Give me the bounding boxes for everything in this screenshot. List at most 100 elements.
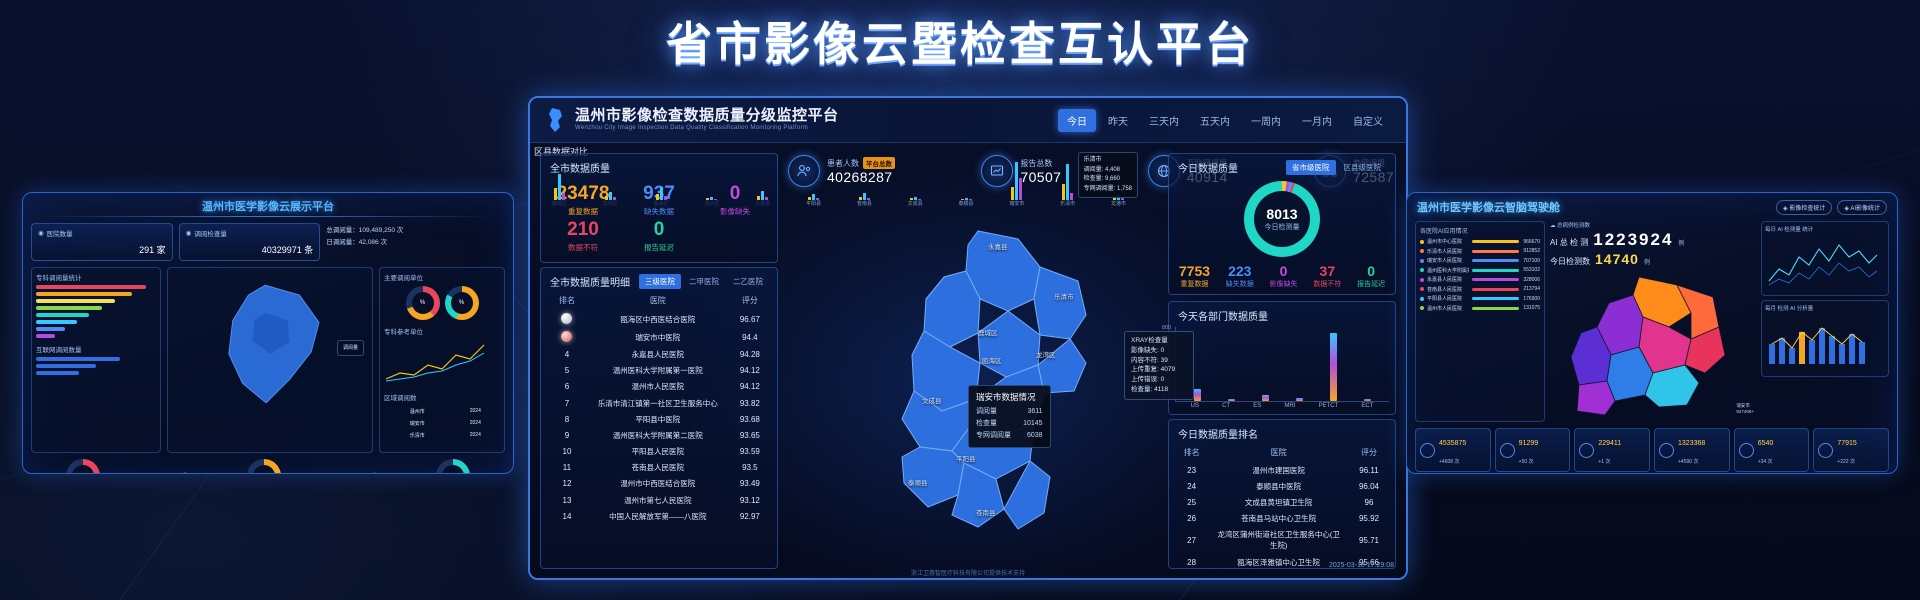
table-row[interactable]: 5 温州医科大学附属第一医院 94.12: [541, 363, 777, 379]
table-row[interactable]: 10 平阳县人民医院 93.59: [541, 444, 777, 460]
kpi-card[interactable]: 91299 +50 次: [1494, 428, 1571, 472]
list-item[interactable]: 平阳县人民医院 176900: [1420, 295, 1540, 302]
name: 温州市中心医院: [1427, 239, 1463, 245]
table-row[interactable]: 13 温州市第七人民医院 93.12: [541, 492, 777, 508]
value: 91299: [1518, 440, 1539, 447]
wenzhou-map[interactable]: 永嘉县 乐清市 鹿城区 瓯海区 龙湾区 瑞安市 文成县 平阳县 泰顺县 苍南县 …: [782, 195, 1158, 565]
bar: [1472, 259, 1519, 262]
right-header: 温州市医学影像云智脑驾驶舱 ◈ 影像检查统计 ◈ AI影像统计: [1407, 193, 1897, 217]
xtick: 苍南县: [856, 201, 872, 207]
table-row[interactable]: 25 文成县黄坦镇卫生院 96: [1169, 494, 1395, 510]
list-item[interactable]: 温州医科大学附属第一医院 553102: [1420, 267, 1540, 274]
table-row[interactable]: 11 苍南县人民医院 93.5: [541, 460, 777, 476]
bar: [1472, 240, 1519, 243]
kpi-card[interactable]: 77915 +222 次: [1813, 428, 1890, 472]
tab-one-month[interactable]: 一月内: [1302, 116, 1332, 128]
tab-three-days[interactable]: 三天内: [1149, 116, 1179, 128]
table-row[interactable]: 6 温州市人民医院 94.12: [541, 379, 777, 395]
ai-stats-button[interactable]: ◈ AI影像统计: [1837, 199, 1887, 215]
left-panel-specialty[interactable]: 专科调阅量统计 互联网调阅数量: [31, 267, 161, 453]
table-row[interactable]: 24 泰顺县中医院 96.04: [1169, 478, 1395, 494]
left-map[interactable]: [172, 272, 368, 422]
left-kpi-value: 6449514 次: [338, 471, 379, 474]
bar-group: [960, 198, 972, 200]
tab-custom[interactable]: 自定义: [1353, 116, 1383, 128]
xtick: ES: [1253, 403, 1262, 409]
bar-es: [1261, 395, 1269, 401]
today-quality-row: 7753 重复数据 223 缺失数据 0 影像缺失 37 数据不符 0 报告: [1169, 263, 1395, 289]
tab-one-week[interactable]: 一周内: [1251, 116, 1281, 128]
monthly-ai-chart-panel[interactable]: 每月 检测 AI 分析量: [1761, 300, 1889, 377]
bar-ect: [1364, 398, 1372, 401]
image-stats-button[interactable]: ◈ 影像检查统计: [1776, 199, 1833, 215]
left-kpi-donut: %: [65, 459, 100, 473]
today-label: 缺失数据: [1225, 281, 1254, 288]
table-row[interactable]: 27 龙湾区蒲州街道社区卫生服务中心(卫生院) 95.71: [1169, 527, 1395, 554]
score: 93.5: [742, 463, 758, 473]
left-stat-card[interactable]: ◉ 医院数量 291 家: [31, 223, 173, 261]
quality-item: 937 缺失数据: [621, 183, 697, 217]
table-row[interactable]: 瓯海区中西医结合医院 96.67: [541, 310, 777, 328]
daily-ai-chart-panel[interactable]: 每日 AI 检测量 统计: [1761, 221, 1889, 296]
rank: 24: [1187, 481, 1197, 491]
seg-second-a-hospital[interactable]: 二甲医院: [689, 277, 719, 286]
tooltip-title: 乐清市: [1083, 157, 1102, 163]
hospital: 泰顺县中医院: [1256, 481, 1302, 491]
table-row[interactable]: 26 苍南县马站中心卫生院 95.92: [1169, 511, 1395, 527]
kpi-card[interactable]: 4535875 +4608 次: [1415, 428, 1491, 472]
seg-district-hospital[interactable]: 区县级医院: [1343, 163, 1382, 172]
left-dashboard-screen: 温州市医学影像云展示平台 ◉ 医院数量 291 家 ◉ 调阅检查量 403299…: [22, 192, 514, 474]
list-item[interactable]: 永嘉县人民医院 328006: [1420, 276, 1540, 283]
donut-ring: [1244, 181, 1320, 257]
score: 94.4: [742, 332, 758, 342]
hospital-ai-usage-list[interactable]: 各医院AI应用情况 温州市中心医院 966670 乐清市人民医院 912852 瑞安…: [1415, 221, 1545, 422]
report-icon: [981, 155, 1014, 187]
tab-yesterday[interactable]: 昨天: [1108, 116, 1128, 128]
left-stat-card[interactable]: ◉ 调阅检查量 40329971 条: [178, 223, 321, 261]
rank: 23: [1187, 465, 1197, 475]
table-row[interactable]: 14 中国人民解放军第——八医院 92.97: [541, 508, 777, 524]
table-row[interactable]: 23 温州市建国医院 96.11: [1169, 462, 1395, 478]
kpi-patients[interactable]: 患者人数 平台总数 40268287: [788, 155, 895, 187]
kpi-card[interactable]: 229411 +1 次: [1574, 428, 1651, 472]
xtick: MRI: [1284, 403, 1296, 409]
list-item[interactable]: 瑞安市人民医院 707100: [1420, 257, 1540, 264]
bar: [36, 306, 102, 310]
daily-ai-line-chart: [1768, 244, 1878, 286]
table-row[interactable]: 8 平阳县中医院 93.68: [541, 411, 777, 427]
left-map-panel[interactable]: 调阅量: [167, 267, 373, 453]
seg-provincial-hospital[interactable]: 省市级医院: [1286, 160, 1336, 175]
rank: 10: [562, 447, 572, 457]
tab-today[interactable]: 今日: [1058, 108, 1096, 132]
map-tooltip-row: 检查量 10145: [976, 418, 1043, 430]
right-map[interactable]: [1550, 269, 1756, 417]
kpi-reports[interactable]: 报告总数 70507: [981, 155, 1061, 187]
score: 93.49: [739, 479, 760, 489]
quality-value: 0: [729, 183, 741, 204]
hospital: 平阳县人民医院: [631, 447, 685, 457]
table-row[interactable]: 4 永嘉县人民医院 94.28: [541, 346, 777, 362]
left-title: 温州市医学影像云展示平台: [202, 201, 334, 213]
left-panel-units[interactable]: 主要调阅单位 % % 专科参考单位 区域调阅数 温州市 2024 瑞安市 2024 …: [379, 267, 505, 453]
list-item[interactable]: 温州市人民医院 131075: [1420, 305, 1540, 312]
center-tab-bar: 今日 昨天 三天内 五天内 一周内 一月内 自定义: [1058, 108, 1392, 132]
tab-five-days[interactable]: 五天内: [1200, 116, 1230, 128]
score: 95.92: [1358, 514, 1380, 524]
table-row[interactable]: 7 乐清市清江镇第一社区卫生服务中心 93.82: [541, 395, 777, 411]
kpi-label: 患者人数: [827, 158, 859, 168]
map-svg[interactable]: [782, 195, 1158, 565]
tooltip-row: 调阅量: 4,408: [1083, 166, 1120, 173]
list-item[interactable]: 温州市中心医院 966670: [1420, 238, 1540, 245]
bar: [36, 313, 89, 317]
table-row[interactable]: 12 温州市中西医结合医院 93.49: [541, 476, 777, 492]
table-row[interactable]: 瑞安市中医院 94.4: [541, 328, 777, 346]
list-item[interactable]: 乐清市人民医院 912852: [1420, 248, 1540, 255]
list-item[interactable]: 苍南县人民医院 213794: [1420, 286, 1540, 293]
kpi-card[interactable]: 6540 +34 次: [1733, 428, 1810, 472]
table-row[interactable]: 9 温州医科大学附属第二医院 93.65: [541, 427, 777, 443]
kpi-card[interactable]: 1323368 +4590 次: [1654, 428, 1730, 472]
table-row[interactable]: 28 瓯海区泽雅镇中心卫生院 95.66: [1169, 554, 1395, 570]
left-panel-caption: 专科调阅量统计: [36, 275, 82, 282]
seg-second-b-hospital[interactable]: 二乙医院: [733, 277, 763, 286]
seg-tertiary-hospital[interactable]: 三级医院: [639, 274, 681, 289]
